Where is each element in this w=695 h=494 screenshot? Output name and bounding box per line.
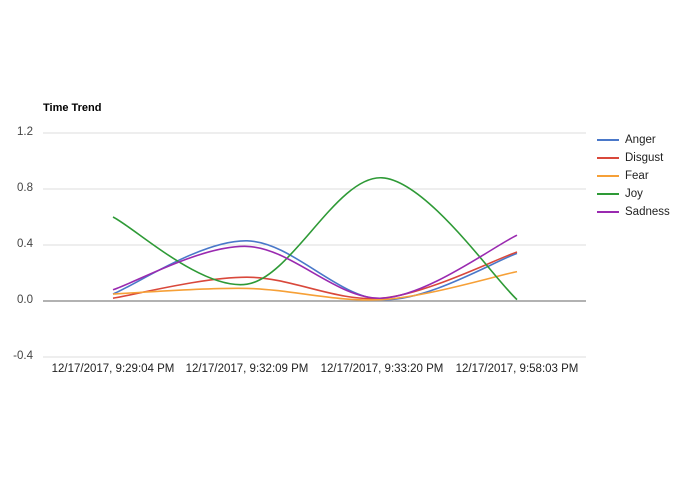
legend-swatch-icon	[597, 211, 619, 213]
legend-label: Fear	[625, 170, 649, 182]
legend-label: Anger	[625, 134, 656, 146]
x-tick-label: 12/17/2017, 9:32:09 PM	[185, 363, 309, 375]
x-tick-label: 12/17/2017, 9:33:20 PM	[320, 363, 444, 375]
legend-item-joy[interactable]: Joy	[597, 185, 670, 203]
legend-swatch-icon	[597, 139, 619, 141]
series-line-fear[interactable]	[112, 270, 518, 301]
series-line-joy[interactable]	[112, 176, 518, 301]
x-tick-label: 12/17/2017, 9:58:03 PM	[455, 363, 579, 375]
legend-item-disgust[interactable]: Disgust	[597, 149, 670, 167]
legend-item-sadness[interactable]: Sadness	[597, 203, 670, 221]
y-tick-label: 0.0	[17, 294, 33, 306]
legend-swatch-icon	[597, 175, 619, 177]
legend-swatch-icon	[597, 157, 619, 159]
series-line-disgust[interactable]	[112, 251, 518, 300]
y-tick-label: -0.4	[13, 350, 33, 362]
series-line-anger[interactable]	[112, 239, 518, 301]
chart-title: Time Trend	[43, 102, 102, 114]
y-tick-label: 0.4	[17, 238, 33, 250]
legend-label: Joy	[625, 188, 643, 200]
y-tick-label: 1.2	[17, 126, 33, 138]
legend-item-fear[interactable]: Fear	[597, 167, 670, 185]
y-tick-label: 0.8	[17, 182, 33, 194]
series-line-sadness[interactable]	[112, 234, 518, 300]
legend-label: Disgust	[625, 152, 664, 164]
x-tick-label: 12/17/2017, 9:29:04 PM	[51, 363, 175, 375]
legend-label: Sadness	[625, 206, 670, 218]
legend: Anger Disgust Fear Joy Sadness	[597, 131, 670, 221]
legend-swatch-icon	[597, 193, 619, 195]
legend-item-anger[interactable]: Anger	[597, 131, 670, 149]
